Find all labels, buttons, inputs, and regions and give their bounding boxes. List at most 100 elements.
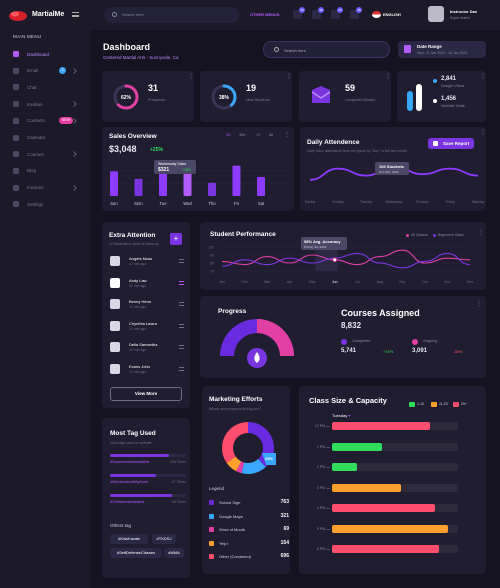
donut-slice[interactable] (226, 456, 242, 472)
checkbox[interactable] (110, 256, 120, 266)
other-menus-link[interactable]: OTHER MENUS (250, 12, 280, 17)
more-icon[interactable]: ⋮ (385, 74, 391, 80)
stat-label: New Students (246, 98, 270, 102)
date-range-picker[interactable]: Date Range Mon, 21 Jan 2024 - 28 Jan 202… (398, 41, 486, 58)
flag-icon[interactable] (372, 11, 381, 18)
capacity-bar-fill[interactable] (332, 524, 448, 533)
menu-lines-icon[interactable] (179, 345, 184, 349)
tab-1d[interactable]: 1D (226, 133, 231, 137)
list-item[interactable]: Evans John 12 min ago (104, 360, 184, 380)
student-name: Angela Moss (129, 256, 153, 261)
hamburger-icon[interactable] (72, 12, 79, 17)
checkbox[interactable] (110, 342, 120, 352)
tag-name[interactable]: #SummarizeMartialArts (110, 460, 150, 464)
sidebar-item-blog[interactable]: Blog (0, 163, 90, 179)
sidebar-item-calendar[interactable]: Calendar (0, 130, 90, 146)
dashboard-search-input[interactable]: Search here (263, 41, 390, 58)
page-subtitle[interactable]: Centered Martial Arts - Sunnyvale, Ca (103, 55, 179, 60)
bell-icon[interactable]: 76 (293, 7, 305, 19)
more-icon[interactable]: ⋮ (286, 74, 292, 80)
list-item[interactable]: Della Samantha 12 min ago (104, 338, 184, 358)
add-button[interactable]: + (170, 233, 182, 245)
list-item[interactable]: Benny Henn 12 min ago (104, 295, 184, 315)
student-time: 12 min ago (129, 305, 147, 309)
student-name: Benny Henn (129, 299, 152, 304)
card-title: Daily Attendence (307, 139, 360, 146)
header-search-input[interactable]: Search here (104, 7, 239, 23)
sidebar-item-contacts[interactable]: Contacts NEW (0, 113, 90, 129)
chat-bubble-icon[interactable]: 18 (312, 7, 324, 19)
more-icon[interactable]: ⋮ (476, 301, 482, 307)
capacity-bar-fill[interactable] (332, 442, 383, 451)
sales-bar[interactable] (208, 182, 216, 196)
list-item[interactable]: Andy Law 12 min ago (104, 274, 184, 294)
data-point[interactable] (332, 257, 337, 262)
header-search-placeholder: Search here (122, 12, 144, 17)
marketing-efforts-card: Marketing Efforts Where are prospects fi… (202, 386, 290, 574)
checkbox[interactable] (110, 363, 120, 374)
menu-lines-icon[interactable] (179, 366, 184, 371)
day-label: Tuesday (332, 413, 348, 418)
list-item[interactable]: Chynthia Lawra 12 min ago (104, 317, 184, 337)
capacity-bar-track (332, 483, 458, 492)
tab-1y[interactable]: 1Y (256, 133, 261, 137)
capacity-bar-fill[interactable] (332, 504, 436, 512)
notif-badge: 23 (337, 7, 343, 13)
sidebar-item-email[interactable]: Email 3 (0, 63, 90, 79)
sidebar-item-settings[interactable]: Settings (0, 196, 90, 212)
email-icon (311, 86, 331, 103)
tag-name[interactable]: #WeeknotesofMyAmbr (110, 480, 149, 484)
user-name[interactable]: Instructor Dav (450, 9, 478, 14)
more-icon[interactable]: ⋮ (480, 74, 486, 80)
envelope-icon[interactable]: 45 (350, 7, 362, 19)
gift-icon[interactable]: 23 (331, 7, 343, 19)
checkbox[interactable] (110, 320, 120, 331)
more-icon[interactable]: ⋮ (188, 74, 194, 80)
save-report-button[interactable]: Save Report (428, 138, 474, 149)
more-icon[interactable]: ⋮ (478, 230, 484, 236)
menu-lines-icon[interactable] (179, 302, 184, 306)
sidebar-item-dashboard[interactable]: Dashboard (0, 46, 90, 62)
language-select[interactable]: ENGLISH (383, 12, 401, 17)
sidebar-item-courses[interactable]: Courses (0, 146, 90, 162)
checkbox[interactable] (110, 299, 120, 309)
sidebar-item-invoices[interactable]: Invoices (0, 180, 90, 196)
sales-amount: $3,048 (109, 144, 137, 154)
y-tick-label: 80 (210, 261, 214, 265)
capacity-bar-fill[interactable] (332, 463, 358, 471)
sales-bar[interactable] (257, 177, 265, 196)
sales-bar[interactable] (232, 165, 241, 196)
donut-slice[interactable] (241, 458, 266, 474)
tag-chip[interactable]: #MMA (164, 548, 184, 558)
tag-chip[interactable]: #TKDSJ (152, 534, 176, 544)
sales-bar[interactable] (110, 171, 118, 196)
capacity-bar-fill[interactable] (332, 545, 440, 553)
menu-lines-icon[interactable] (179, 280, 184, 285)
donut-slice[interactable] (236, 461, 245, 474)
view-more-button[interactable]: View More (110, 387, 182, 401)
day-select[interactable]: Tuesday ▾ (332, 413, 350, 418)
tag-chip[interactable]: #KidsKarate (110, 534, 148, 544)
sales-bar[interactable] (134, 178, 143, 196)
list-item[interactable]: Angela Moss 12 min ago (104, 252, 184, 272)
completed-dot (341, 339, 347, 345)
tab-all[interactable]: All (269, 133, 274, 137)
menu-lines-icon[interactable] (179, 323, 184, 328)
tag-chip[interactable]: #SelfDefenseClasses (110, 548, 162, 558)
capacity-bar-fill[interactable] (332, 422, 431, 430)
sales-bar[interactable] (183, 173, 192, 196)
tag-bar-track (110, 474, 186, 477)
more-icon[interactable]: ⋮ (284, 132, 290, 138)
more-icon[interactable]: ⋮ (480, 130, 486, 136)
card-subtitle: Where are prospects finding you? (209, 407, 262, 411)
avatar[interactable] (428, 6, 444, 22)
menu-lines-icon[interactable] (179, 259, 184, 263)
capacity-bar-fill[interactable] (332, 483, 402, 492)
checkbox[interactable] (110, 277, 120, 288)
tag-name[interactable]: #ChildrenMartialArts (110, 500, 145, 504)
tab-30d[interactable]: 30d (239, 133, 246, 137)
sidebar-item-kanban[interactable]: Kanban (0, 96, 90, 112)
donut-slice[interactable] (222, 422, 248, 463)
sidebar-item-label: Contacts (27, 118, 45, 124)
sidebar-item-chat[interactable]: Chat (0, 79, 90, 95)
